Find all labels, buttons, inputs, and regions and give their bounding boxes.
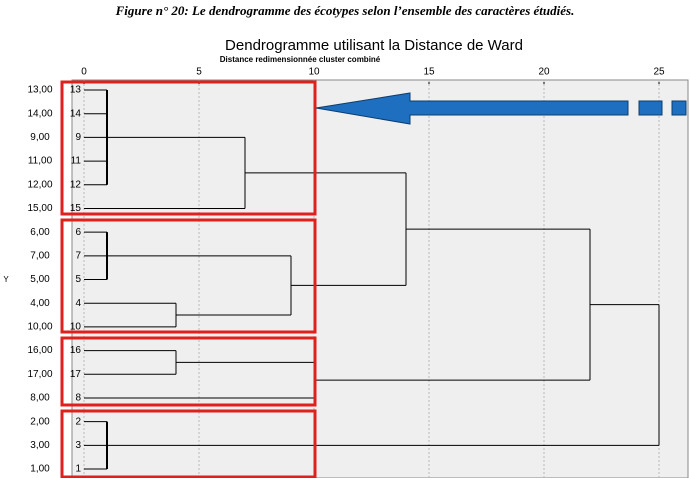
plot-area [71,79,689,478]
leaf-id: 8 [75,393,81,404]
leaf-id: 3 [75,440,81,451]
x-tick-label: 10 [308,67,320,78]
leaf-label: 2,00 [30,416,50,427]
leaf-label: 17,00 [27,369,52,380]
leaf-id: 17 [70,369,82,380]
leaf-label: 5,00 [30,274,50,285]
x-tick-label: 25 [653,67,665,78]
leaf-label: 3,00 [30,440,50,451]
leaf-id: 9 [75,132,81,143]
leaf-label: 10,00 [27,322,52,333]
x-tick-label: 0 [81,67,87,78]
leaf-id: 11 [71,156,82,167]
leaf-label: 6,00 [30,227,50,238]
leaf-id: 1 [75,464,81,475]
arrow [315,92,687,125]
leaf-id: 5 [75,274,81,285]
figure-caption: Figure n° 20: Le dendrogramme des écotyp… [115,3,575,18]
chart-title: Dendrogramme utilisant la Distance de Wa… [225,37,523,54]
highlight-boxes [60,80,317,478]
leaf-label: 7,00 [30,250,50,261]
leaf-id: 12 [70,179,82,190]
leaf-id: 14 [70,108,82,119]
leaf-id: 7 [75,250,81,261]
leaf-id: 15 [70,203,82,214]
leaf-label: 4,00 [30,298,50,309]
x-tick-label: 15 [423,67,435,78]
leaf-label: 12,00 [27,179,52,190]
leaf-label: 11,00 [28,156,53,167]
leaf-label: 14,00 [27,108,52,119]
leaf-id: 4 [75,298,81,309]
leaf-label: 8,00 [30,393,50,404]
leaf-id: 16 [70,345,82,356]
leaf-label: 9,00 [30,132,50,143]
x-tick-label: 20 [538,67,550,78]
leaf-id: 13 [70,85,82,96]
leaf-id: 10 [70,322,82,333]
leaf-label: 1,00 [30,464,50,475]
leaf-id: 6 [75,227,81,238]
x-tick-label: 5 [196,67,202,78]
leaf-label: 13,00 [27,85,52,96]
chart-subtitle: Distance redimensionnée cluster combiné [220,55,381,64]
leaf-label: 15,00 [27,203,52,214]
y-axis-label: Y [3,275,9,284]
leaf-label: 16,00 [27,345,52,356]
leaf-id: 2 [75,416,81,427]
